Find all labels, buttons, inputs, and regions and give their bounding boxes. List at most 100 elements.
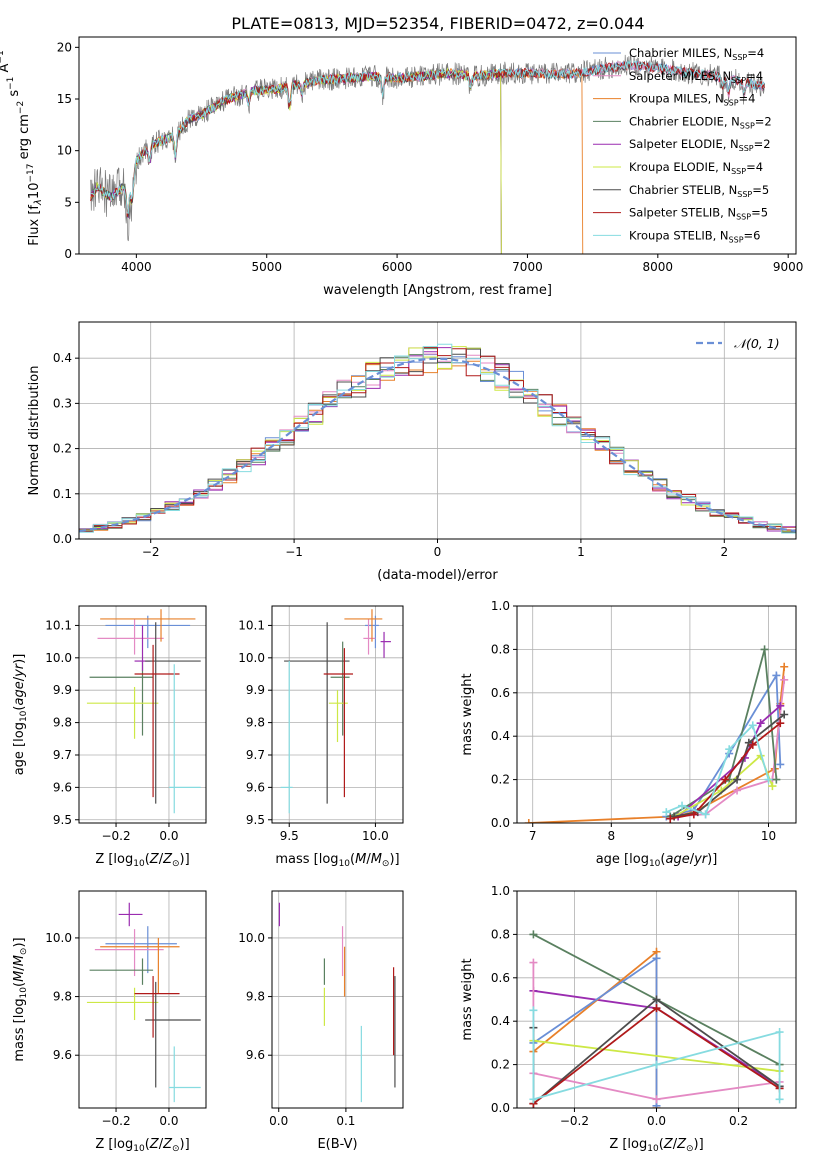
- grid-lines: [517, 605, 796, 824]
- axes-frame: [516, 890, 797, 1109]
- series-line: [665, 723, 770, 816]
- data-point-chabrier-elodie: [89, 958, 154, 985]
- x-axis-label: wavelength [Angstrom, rest frame]: [323, 283, 552, 298]
- plot-area: [278, 902, 396, 1103]
- series-marker: [529, 1006, 538, 1015]
- spectrum-panel: 4000 5000 6000 7000 8000 9000 0 5 10 15 20 waveleng…: [0, 36, 803, 298]
- histogram-chabrier-stelib: [79, 348, 796, 533]
- y-tick-label: 0.4: [491, 1014, 510, 1028]
- x-tick-label: 10: [761, 829, 776, 843]
- x-tick-label: 9: [686, 829, 694, 843]
- series-marker: [772, 775, 781, 784]
- data-point-salpeter-miles: [97, 618, 164, 655]
- x-tick-label: 8: [607, 829, 615, 843]
- legend-label: Kroupa MILES, NSSP=4: [629, 92, 755, 108]
- axes-frame: [78, 605, 207, 824]
- y-tick-label: 0.2: [491, 1058, 510, 1072]
- y-tick-label: 9.6: [246, 1048, 265, 1062]
- series-marker: [733, 775, 742, 784]
- y-tick-label: 0.6: [491, 686, 510, 700]
- figure-title: PLATE=0813, MJD=52354, FIBERID=0472, z=0…: [231, 14, 644, 33]
- legend-label: Chabrier ELODIE, NSSP=2: [629, 114, 772, 130]
- x-axis-label: age [log10(age/yr)]: [596, 852, 718, 869]
- data-point-kroupa-elodie: [86, 686, 159, 739]
- ticks: 9.5 10.0 9.5 9.6 9.7 9.8 9.9 10.0 10.1: [238, 618, 388, 843]
- x-tick-label: 0.0: [647, 1114, 666, 1128]
- y-tick-label: 0.4: [53, 351, 72, 365]
- data-point-chabrier-elodie: [89, 661, 154, 736]
- ticks: 0.0 0.1 9.6 9.8 10.0: [238, 931, 355, 1128]
- x-axis-label: mass [log10(M/M⊙)]: [275, 852, 399, 869]
- x-tick-label: 0.0: [159, 829, 178, 843]
- x-tick-label: 0: [434, 545, 442, 559]
- ticks: −0.2 0.0 9.5 9.6 9.7 9.8 9.9 10.0 10.1: [45, 618, 178, 843]
- y-tick-label: 0.8: [491, 642, 510, 656]
- data-point-salpeter-miles: [363, 618, 376, 655]
- series-line: [528, 666, 786, 823]
- data-point-salpeter-stelib: [323, 648, 354, 798]
- series-marker: [776, 760, 785, 769]
- legend-label: Kroupa STELIB, NSSP=6: [629, 228, 760, 244]
- x-tick-label: 2: [720, 545, 728, 559]
- data-point-kroupa-stelib: [168, 664, 201, 814]
- plot-area: [86, 609, 201, 814]
- histogram-kroupa-stelib: [79, 343, 796, 534]
- weight-vs-metallicity-panel: −0.2 0.0 0.2 0.0 0.2 0.4 0.6 0.8 1.0 Z [log10(Z/Z…: [460, 884, 797, 1154]
- axes-frame: [78, 36, 797, 255]
- y-axis-label: Normed distribution: [27, 366, 42, 496]
- y-tick-label: 9.5: [246, 813, 265, 827]
- plot-area: [529, 930, 784, 1108]
- plot-area: [86, 902, 201, 1103]
- grid-lines: [79, 891, 206, 1108]
- normal-curve: [79, 357, 796, 533]
- y-tick-label: 9.6: [246, 780, 265, 794]
- y-tick-label: 15: [57, 92, 72, 106]
- x-axis-label: (data-model)/error: [377, 568, 498, 583]
- series-marker: [760, 645, 769, 654]
- series-marker: [776, 719, 785, 728]
- y-tick-label: 0.2: [491, 773, 510, 787]
- weight-vs-age-panel: 7 8 9 10 0.0 0.2 0.4 0.6 0.8 1.0 age [log10(age/yr…: [460, 599, 797, 869]
- plot-area: [79, 343, 796, 534]
- series-chabrier-stelib: [670, 710, 789, 821]
- data-point-kroupa-elodie: [328, 690, 348, 743]
- series-marker: [652, 954, 661, 963]
- series-marker: [776, 701, 785, 710]
- y-tick-label: 9.6: [53, 1048, 72, 1062]
- y-axis-label: mass [log10(M/M⊙)]: [12, 937, 29, 1061]
- series-marker: [721, 775, 730, 784]
- x-axis-label: Z [log10(Z/Z⊙)]: [609, 1137, 703, 1154]
- y-tick-label: 0.6: [491, 971, 510, 985]
- axes-frame: [271, 605, 404, 824]
- ticks: −0.2 0.0 9.6 9.8 10.0: [45, 931, 178, 1128]
- x-tick-label: 4000: [121, 260, 152, 274]
- series-marker: [529, 1095, 538, 1104]
- legend-label: Salpeter MILES, NSSP=4: [629, 69, 763, 85]
- series-marker: [524, 819, 533, 823]
- x-tick-label: 0.2: [729, 1114, 748, 1128]
- axes-frame: [78, 890, 207, 1109]
- series-marker: [733, 786, 742, 795]
- series-line: [533, 1039, 780, 1072]
- legend-label: Chabrier MILES, NSSP=4: [629, 46, 764, 62]
- mass-vs-extinction-panel: 0.0 0.1 9.6 9.8 10.0 E(B-V): [238, 890, 404, 1152]
- y-tick-label: 10: [57, 144, 72, 158]
- series-marker: [652, 1060, 661, 1069]
- x-tick-label: −2: [142, 545, 160, 559]
- data-point-salpeter-stelib: [134, 976, 180, 1038]
- series-marker: [768, 782, 777, 791]
- y-tick-label: 0: [64, 247, 72, 261]
- series-salpeter-stelib: [666, 719, 785, 823]
- legend-label: 𝒩(0, 1): [734, 336, 780, 351]
- legend: Chabrier MILES, NSSP=4 Salpeter MILES, NS…: [593, 46, 772, 244]
- y-tick-label: 10.1: [238, 618, 265, 632]
- series-line: [677, 705, 781, 818]
- y-tick-label: 9.9: [53, 683, 72, 697]
- series-marker: [652, 1095, 661, 1104]
- legend-label: Kroupa ELODIE, NSSP=4: [629, 160, 763, 176]
- y-axis-label: Flux [fλ10−17 erg cm−2 s−1 A−1]: [0, 45, 44, 246]
- y-tick-label: 9.8: [246, 990, 265, 1004]
- series-marker: [529, 930, 538, 939]
- data-point-chabrier-stelib: [145, 622, 201, 804]
- y-tick-label: 20: [57, 40, 72, 54]
